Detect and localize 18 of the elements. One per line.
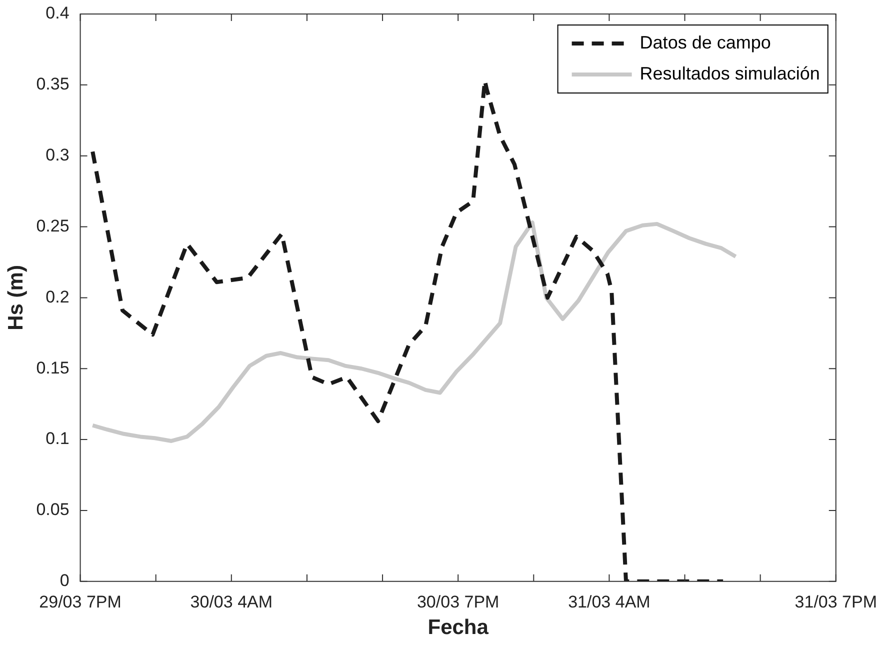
y-tick-label: 0.4 [46, 4, 70, 23]
x-tick-label: 29/03 7PM [39, 592, 122, 612]
y-tick-label: 0.25 [36, 216, 70, 236]
x-axis-title: Fecha [428, 616, 489, 640]
y-axis-title: Hs (m) [4, 265, 28, 330]
y-tick-label: 0.35 [36, 74, 70, 94]
x-tick-label: 31/03 7PM [794, 592, 878, 612]
y-tick-label: 0 [60, 571, 70, 590]
y-tick-label: 0.1 [46, 429, 70, 448]
x-tick-label: 30/03 7PM [416, 592, 500, 612]
legend-label: Resultados simulación [640, 63, 820, 84]
y-tick-label: 0.2 [46, 287, 70, 306]
legend-label: Datos de campo [640, 32, 771, 52]
x-tick-label: 31/03 4AM [568, 592, 650, 612]
x-tick-label: 30/03 4AM [190, 592, 273, 612]
y-tick-label: 0.15 [36, 358, 70, 378]
y-tick-label: 0.3 [46, 146, 70, 165]
y-tick-label: 0.05 [36, 500, 70, 520]
